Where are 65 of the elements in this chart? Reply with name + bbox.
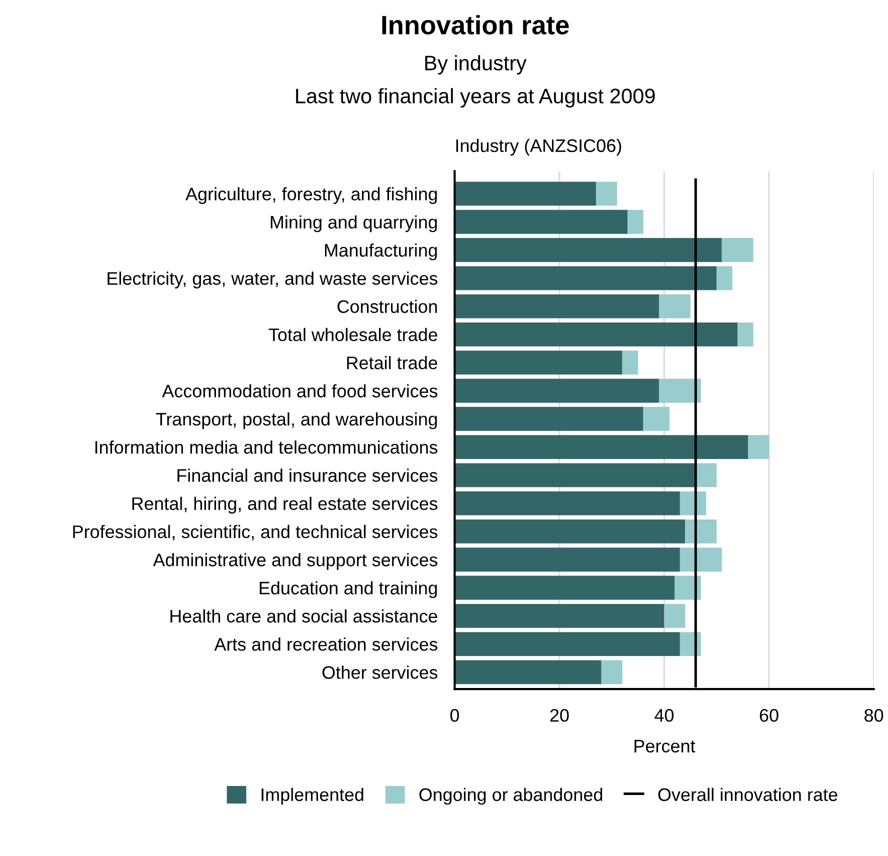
bar <box>454 604 664 628</box>
bar <box>454 378 659 403</box>
bar <box>680 548 722 572</box>
x-tick-label: 40 <box>654 709 674 722</box>
y-tick-label: Retail trade <box>347 356 438 370</box>
y-tick-label: Information media and telecommunications <box>95 440 438 454</box>
y-tick-label: Construction <box>338 300 437 314</box>
bar <box>454 266 717 290</box>
y-tick-label: Other services <box>322 666 438 679</box>
y-tick-label: Agriculture, forestry, and fishing <box>185 187 437 204</box>
bar <box>596 182 618 206</box>
chart-subtitle: By industry Last two financial years at August 2009 <box>296 55 655 108</box>
legend-label: Implemented <box>262 788 364 805</box>
bar <box>680 491 706 516</box>
bar <box>454 491 680 516</box>
bar <box>454 322 738 346</box>
bar <box>454 350 622 375</box>
x-tick-label: 20 <box>550 709 569 722</box>
bar <box>454 632 680 656</box>
bar <box>454 463 696 488</box>
bar <box>454 660 602 684</box>
bar <box>674 576 701 600</box>
bar <box>722 238 754 262</box>
bar <box>454 182 596 206</box>
bar <box>454 210 628 234</box>
y-tick-label: Rental, hiring, and real estate services <box>132 496 438 514</box>
x-tick-label: 0 <box>450 709 459 722</box>
bar <box>454 520 686 544</box>
legend-label: Overall innovation rate <box>658 788 838 802</box>
bar <box>716 266 732 290</box>
y-tick-label: Manufacturing <box>325 243 437 260</box>
bar <box>454 294 659 318</box>
y-tick-label: Accommodation and food services <box>162 384 438 398</box>
y-tick-label: Professional, scientific, and technical services <box>73 524 438 540</box>
y-tick-label: Financial and insurance services <box>178 468 438 482</box>
y-tick-label: Health care and social assistance <box>170 609 438 623</box>
y-tick-label: Transport, postal, and warehousing <box>156 412 437 430</box>
bar <box>601 660 622 684</box>
bar <box>685 520 717 544</box>
bar <box>454 406 644 431</box>
bar <box>696 463 717 488</box>
bar <box>454 548 680 572</box>
bar <box>643 406 670 431</box>
y-tick-label: Total wholesale trade <box>268 328 438 342</box>
x-tick-label: 60 <box>760 709 778 722</box>
bar <box>738 322 754 346</box>
y-tick-label: Arts and recreation services <box>214 638 438 651</box>
bar <box>454 435 748 459</box>
x-axis-title: Percent <box>634 740 696 753</box>
bar <box>454 238 722 262</box>
y-tick-label: Mining and quarrying <box>270 215 437 232</box>
bar <box>454 576 675 600</box>
y-tick-label: Education and training <box>260 581 437 598</box>
y-axis-title: Industry (ANZSIC06) <box>456 138 622 156</box>
bar <box>658 294 690 318</box>
bar <box>658 378 701 403</box>
bar <box>622 350 638 375</box>
chart-title: Innovation rate <box>382 15 569 34</box>
y-tick-label: Electricity, gas, water, and waste services <box>108 272 438 288</box>
y-tick-label: Administrative and support services <box>153 553 438 570</box>
bar <box>748 435 770 459</box>
bar <box>664 604 686 628</box>
x-tick-label: 80 <box>864 709 884 722</box>
bar <box>628 210 644 234</box>
legend-label: Ongoing or abandoned <box>419 788 602 805</box>
